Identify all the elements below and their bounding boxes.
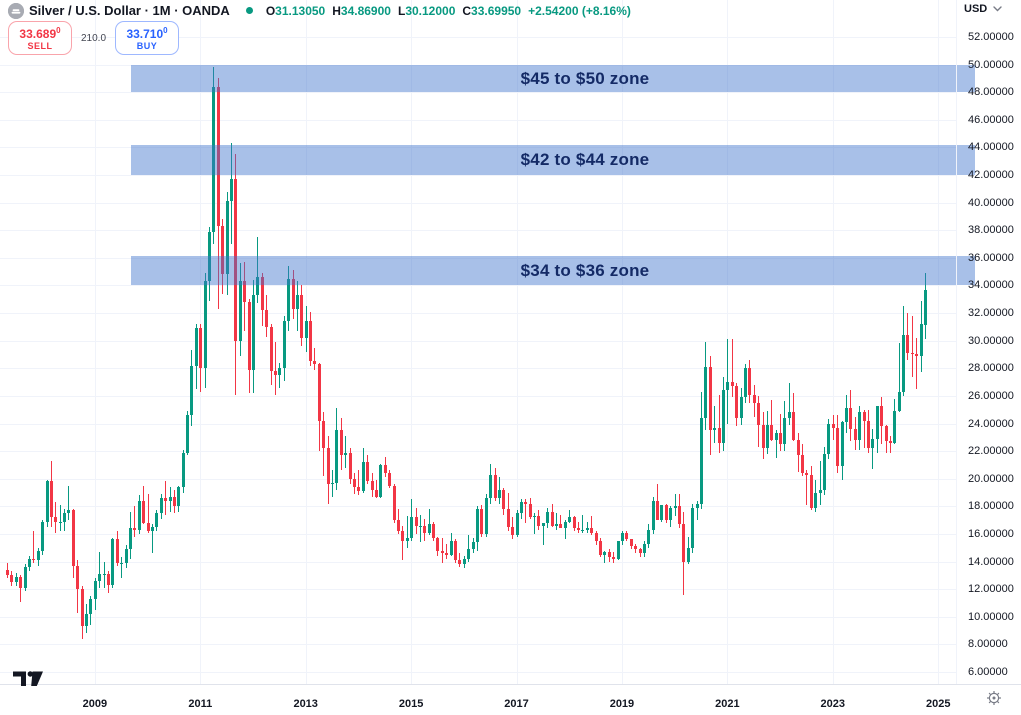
- low-label: L: [397, 3, 406, 18]
- gear-icon[interactable]: [986, 690, 1002, 706]
- price-tick-label: 12.00000: [968, 583, 1014, 596]
- currency-selector[interactable]: USD: [964, 3, 1002, 15]
- zone-label: $34 to $36 zone: [520, 260, 650, 280]
- time-tick-label: 2017: [504, 698, 529, 710]
- price-tick-label: 38.00000: [968, 224, 1014, 237]
- time-tick-label: 2023: [820, 698, 846, 710]
- price-tick-label: 40.00000: [968, 196, 1014, 209]
- market-status-dot[interactable]: [245, 7, 253, 14]
- price-zone-band[interactable]: $45 to $50 zone: [131, 65, 975, 93]
- spread-value: 210.0: [81, 32, 107, 44]
- zone-label: $45 to $50 zone: [520, 68, 650, 88]
- price-tick-label: 18.00000: [968, 500, 1014, 513]
- price-tick-label: 32.00000: [968, 307, 1014, 320]
- price-tick-label: 36.00000: [968, 251, 1014, 264]
- price-tick-label: 10.00000: [968, 610, 1014, 623]
- low-value: 30.12000: [405, 3, 456, 18]
- currency-label: USD: [964, 3, 988, 15]
- price-tick-label: 30.00000: [968, 334, 1014, 347]
- price-axis-border: [956, 0, 957, 684]
- buy-button[interactable]: 33.7100 BUY: [115, 21, 180, 55]
- price-tick-label: 24.00000: [968, 417, 1014, 430]
- price-tick-label: 50.00000: [968, 58, 1014, 71]
- time-tick-label: 2011: [188, 698, 213, 710]
- close-label: C: [462, 3, 472, 18]
- symbol-title[interactable]: Silver / U.S. Dollar · 1M · OANDA: [29, 3, 230, 18]
- close-value: 33.69950: [471, 3, 522, 18]
- price-tick-label: 46.00000: [968, 113, 1014, 126]
- price-tick-label: 20.00000: [968, 472, 1014, 485]
- sell-price: 33.689: [19, 27, 57, 41]
- price-tick-label: 44.00000: [968, 141, 1014, 154]
- chevron-down-icon: [993, 6, 1002, 12]
- price-tick-label: 34.00000: [968, 279, 1014, 292]
- price-tick-label: 52.00000: [968, 31, 1014, 43]
- trade-panel: 33.6890 SELL 210.0 33.7100 BUY: [8, 21, 180, 55]
- time-tick-label: 2019: [609, 698, 635, 710]
- time-tick-label: 2021: [715, 698, 740, 710]
- tradingview-logo-icon[interactable]: [13, 669, 43, 686]
- buy-price-sup: 0: [163, 26, 168, 35]
- time-tick-label: 2015: [398, 698, 424, 710]
- price-zone-band[interactable]: $42 to $44 zone: [131, 144, 975, 176]
- time-tick-label: 2013: [293, 698, 318, 710]
- price-tick-label: 22.00000: [968, 445, 1014, 458]
- time-axis[interactable]: 2009 2011 2013 2015 2017 2019 2021 2023 2025: [0, 684, 1021, 715]
- price-zone-band[interactable]: $34 to $36 zone: [131, 256, 975, 286]
- sell-price-sup: 0: [56, 26, 61, 35]
- price-tick-label: 6.00000: [968, 665, 1008, 678]
- change-value: +2.54200 (+8.16%): [528, 3, 631, 18]
- price-tick-label: 26.00000: [968, 389, 1014, 402]
- buy-button-label: BUY: [136, 41, 158, 51]
- sell-button-label: SELL: [27, 41, 53, 51]
- price-tick-label: 48.00000: [968, 86, 1014, 99]
- sell-button[interactable]: 33.6890 SELL: [8, 21, 72, 55]
- price-tick-label: 28.00000: [968, 362, 1014, 375]
- open-value: 31.13050: [275, 3, 326, 18]
- price-tick-label: 14.00000: [968, 555, 1014, 568]
- time-tick-label: 2025: [925, 698, 951, 710]
- open-label: O: [265, 3, 276, 18]
- symbol-logo-icon: [8, 2, 24, 19]
- zone-label: $42 to $44 zone: [520, 149, 650, 169]
- symbol-header: Silver / U.S. Dollar · 1M · OANDA O31.13…: [8, 2, 631, 19]
- price-tick-label: 16.00000: [968, 527, 1014, 540]
- price-tick-label: 42.00000: [968, 169, 1014, 182]
- high-value: 34.86900: [340, 3, 391, 18]
- buy-price: 33.710: [126, 27, 164, 41]
- ohlc-values: O31.13050 H34.86900 L30.12000 C33.69950 …: [266, 4, 631, 18]
- time-tick-label: 2009: [82, 698, 108, 710]
- price-tick-label: 8.00000: [968, 638, 1008, 651]
- price-axis[interactable]: USD 52.00000 50.00000 48.00000 46.00000 44.0…: [956, 0, 1021, 684]
- high-label: H: [332, 3, 341, 18]
